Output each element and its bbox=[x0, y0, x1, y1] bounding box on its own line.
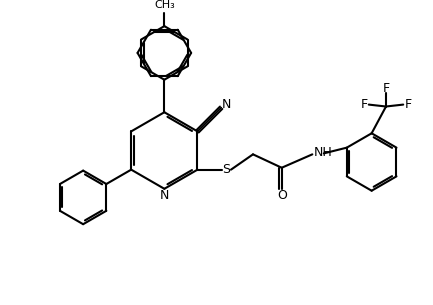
Text: F: F bbox=[382, 82, 390, 95]
Text: CH₃: CH₃ bbox=[154, 0, 175, 10]
Text: NH: NH bbox=[313, 146, 332, 159]
Text: S: S bbox=[222, 163, 230, 176]
Text: N: N bbox=[160, 189, 169, 202]
Text: O: O bbox=[277, 189, 287, 202]
Text: N: N bbox=[222, 98, 232, 111]
Text: F: F bbox=[360, 98, 368, 111]
Text: F: F bbox=[404, 98, 411, 111]
